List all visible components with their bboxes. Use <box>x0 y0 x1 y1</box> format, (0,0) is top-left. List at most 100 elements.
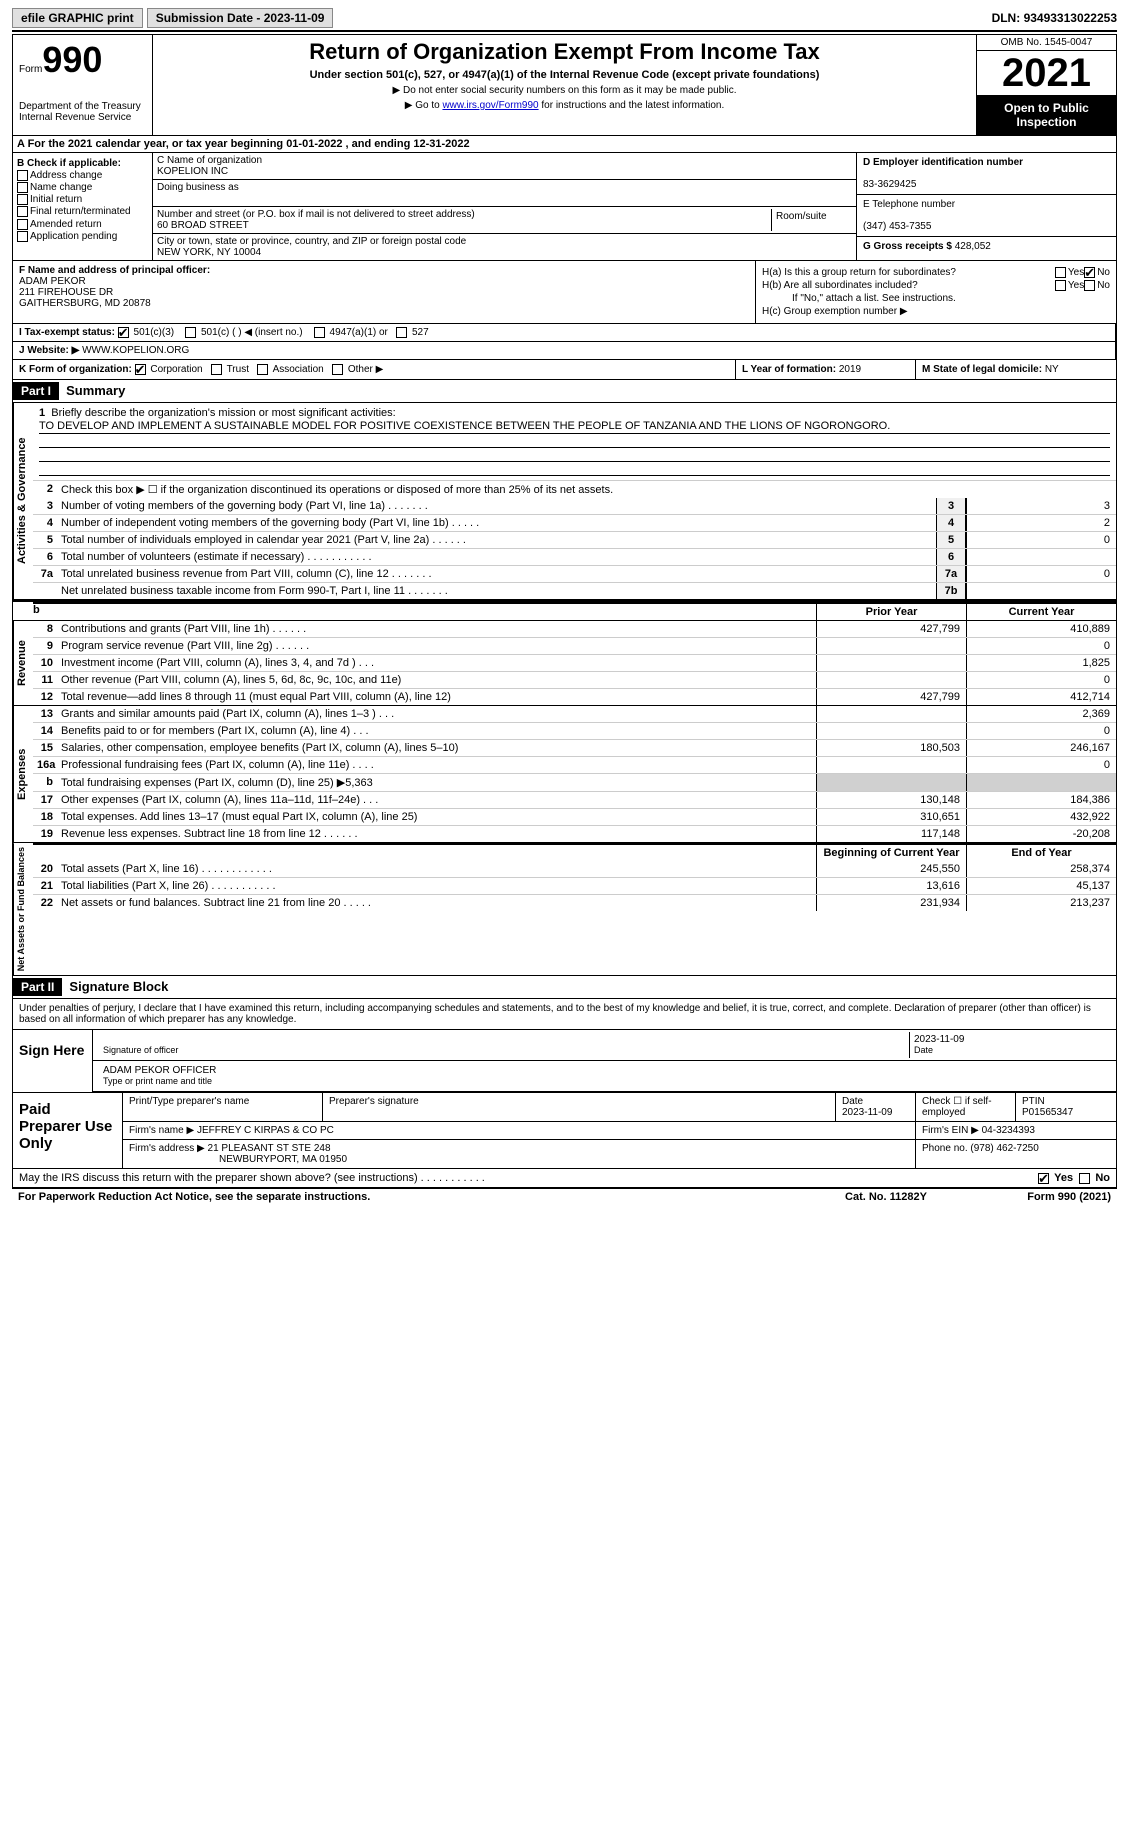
sig-date: 2023-11-09 <box>914 1034 964 1045</box>
line-8: 8Contributions and grants (Part VIII, li… <box>33 621 1116 637</box>
summary-line-6: 6Total number of volunteers (estimate if… <box>33 548 1116 565</box>
line2-desc: Check this box ▶ ☐ if the organization d… <box>57 481 1116 498</box>
checkbox-ha-yes[interactable] <box>1055 267 1066 278</box>
hdr-eoy: End of Year <box>966 845 1116 861</box>
line-10: 10Investment income (Part VIII, column (… <box>33 654 1116 671</box>
line-18: 18Total expenses. Add lines 13–17 (must … <box>33 808 1116 825</box>
form-number: Form990 <box>19 39 146 81</box>
checkbox-association[interactable] <box>257 364 268 375</box>
line-19: 19Revenue less expenses. Subtract line 1… <box>33 825 1116 842</box>
vlabel-expenses: Expenses <box>13 706 33 842</box>
checkbox-corporation[interactable] <box>135 364 146 375</box>
part1-title: Summary <box>66 383 125 398</box>
row-i-tax-status: I Tax-exempt status: 501(c)(3) 501(c) ( … <box>13 324 1116 341</box>
part2-title: Signature Block <box>69 979 168 994</box>
checkbox-discuss-no[interactable] <box>1079 1173 1090 1184</box>
hdr-current-year: Current Year <box>966 604 1116 620</box>
checkbox-ha-no[interactable] <box>1084 267 1095 278</box>
checkbox-name-change[interactable] <box>17 182 28 193</box>
part1-header: Part I <box>13 382 59 400</box>
checkbox-hb-no[interactable] <box>1084 280 1095 291</box>
open-inspection: Open to Public Inspection <box>977 95 1116 135</box>
form-header: Form990 Department of the Treasury Inter… <box>12 34 1117 136</box>
part2-header: Part II <box>13 978 62 996</box>
checkbox-initial-return[interactable] <box>17 194 28 205</box>
org-name: KOPELION INC <box>157 166 228 177</box>
row-j-website: J Website: ▶ WWW.KOPELION.ORG <box>13 342 1116 359</box>
check-self-employed[interactable]: Check ☐ if self-employed <box>916 1093 1016 1121</box>
firm-ein: 04-3234393 <box>982 1125 1035 1136</box>
checkbox-address-change[interactable] <box>17 170 28 181</box>
dept-label: Department of the Treasury Internal Reve… <box>19 101 146 123</box>
omb-number: OMB No. 1545-0047 <box>977 35 1116 51</box>
checkbox-app-pending[interactable] <box>17 231 28 242</box>
row-k-form-org: K Form of organization: Corporation Trus… <box>13 360 736 379</box>
street-address: 60 BROAD STREET <box>157 220 249 231</box>
checkbox-other[interactable] <box>332 364 343 375</box>
checkbox-trust[interactable] <box>211 364 222 375</box>
vlabel-revenue: Revenue <box>13 621 33 705</box>
line-20: 20Total assets (Part X, line 16) . . . .… <box>33 861 1116 877</box>
row-a-tax-year: A For the 2021 calendar year, or tax yea… <box>12 136 1117 153</box>
tax-year: 2021 <box>977 51 1116 95</box>
summary-line-7a: 7aTotal unrelated business revenue from … <box>33 565 1116 582</box>
top-bar: efile GRAPHIC print Submission Date - 20… <box>12 8 1117 32</box>
summary-line-7b: Net unrelated business taxable income fr… <box>33 582 1116 599</box>
firm-name: JEFFREY C KIRPAS & CO PC <box>197 1125 334 1136</box>
ptin-value: P01565347 <box>1022 1107 1073 1118</box>
website-value: WWW.KOPELION.ORG <box>82 345 189 356</box>
officer-name: ADAM PEKOR <box>19 276 86 287</box>
row-m-state: M State of legal domicile: NY <box>916 360 1116 379</box>
line-15: 15Salaries, other compensation, employee… <box>33 739 1116 756</box>
line-16a: 16aProfessional fundraising fees (Part I… <box>33 756 1116 773</box>
checkbox-501c3[interactable] <box>118 327 129 338</box>
line-17: 17Other expenses (Part IX, column (A), l… <box>33 791 1116 808</box>
dln-label: DLN: 93493313022253 <box>992 11 1117 25</box>
submission-date-button[interactable]: Submission Date - 2023-11-09 <box>147 8 334 28</box>
discuss-row: May the IRS discuss this return with the… <box>12 1169 1117 1188</box>
ssn-note: ▶ Do not enter social security numbers o… <box>159 85 970 96</box>
prep-date: 2023-11-09 <box>842 1107 892 1118</box>
checkbox-4947[interactable] <box>314 327 325 338</box>
line-21: 21Total liabilities (Part X, line 26) . … <box>33 877 1116 894</box>
firm-addr2: NEWBURYPORT, MA 01950 <box>129 1154 347 1165</box>
firm-phone: (978) 462-7250 <box>970 1143 1038 1154</box>
form-title: Return of Organization Exempt From Incom… <box>159 39 970 65</box>
col-d-ein-phone: D Employer identification number83-36294… <box>856 153 1116 260</box>
line-b: bTotal fundraising expenses (Part IX, co… <box>33 773 1116 791</box>
vlabel-netassets: Net Assets or Fund Balances <box>13 843 33 975</box>
row-l-year: L Year of formation: 2019 <box>736 360 916 379</box>
summary-line-4: 4Number of independent voting members of… <box>33 514 1116 531</box>
telephone-value: (347) 453-7355 <box>863 221 931 232</box>
col-b-checkboxes: B Check if applicable: Address change Na… <box>13 153 153 260</box>
line-13: 13Grants and similar amounts paid (Part … <box>33 706 1116 722</box>
checkbox-discuss-yes[interactable] <box>1038 1173 1049 1184</box>
line-14: 14Benefits paid to or for members (Part … <box>33 722 1116 739</box>
checkbox-amended-return[interactable] <box>17 219 28 230</box>
page-footer: For Paperwork Reduction Act Notice, see … <box>12 1188 1117 1205</box>
summary-line-5: 5Total number of individuals employed in… <box>33 531 1116 548</box>
firm-addr1: 21 PLEASANT ST STE 248 <box>208 1143 331 1154</box>
checkbox-527[interactable] <box>396 327 407 338</box>
vlabel-activities: Activities & Governance <box>13 403 33 599</box>
gross-receipts: 428,052 <box>955 241 991 252</box>
col-f-officer: F Name and address of principal officer:… <box>13 261 756 323</box>
officer-name-title: ADAM PEKOR OFFICER <box>103 1065 216 1076</box>
hdr-prior-year: Prior Year <box>816 604 966 620</box>
irs-link[interactable]: www.irs.gov/Form990 <box>442 100 538 111</box>
form-subtitle: Under section 501(c), 527, or 4947(a)(1)… <box>159 69 970 81</box>
line-12: 12Total revenue—add lines 8 through 11 (… <box>33 688 1116 705</box>
checkbox-final-return[interactable] <box>17 206 28 217</box>
checkbox-501c[interactable] <box>185 327 196 338</box>
col-h-group: H(a) Is this a group return for subordin… <box>756 261 1116 323</box>
sign-here-label: Sign Here <box>13 1030 93 1092</box>
goto-note: ▶ Go to www.irs.gov/Form990 for instruct… <box>159 100 970 111</box>
efile-button[interactable]: efile GRAPHIC print <box>12 8 143 28</box>
line-9: 9Program service revenue (Part VIII, lin… <box>33 637 1116 654</box>
line-22: 22Net assets or fund balances. Subtract … <box>33 894 1116 911</box>
col-c-org-info: C Name of organizationKOPELION INC Doing… <box>153 153 856 260</box>
checkbox-hb-yes[interactable] <box>1055 280 1066 291</box>
summary-line-3: 3Number of voting members of the governi… <box>33 498 1116 514</box>
signature-declaration: Under penalties of perjury, I declare th… <box>13 999 1116 1030</box>
mission-section: 1 Briefly describe the organization's mi… <box>33 403 1116 480</box>
